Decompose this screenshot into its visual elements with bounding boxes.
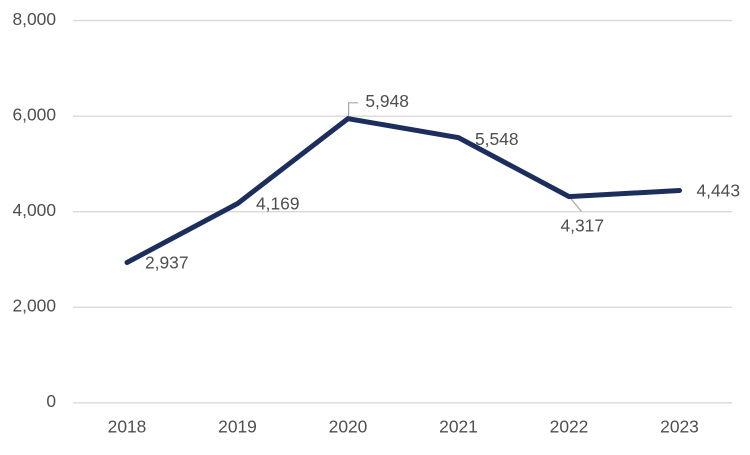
svg-text:4,317: 4,317 bbox=[561, 216, 605, 236]
svg-text:5,548: 5,548 bbox=[475, 129, 519, 149]
svg-text:4,169: 4,169 bbox=[256, 193, 300, 213]
svg-text:2023: 2023 bbox=[660, 417, 699, 437]
svg-text:0: 0 bbox=[46, 391, 56, 411]
svg-text:8,000: 8,000 bbox=[12, 9, 56, 29]
svg-text:2018: 2018 bbox=[108, 417, 147, 437]
svg-text:2021: 2021 bbox=[439, 417, 478, 437]
svg-text:2,000: 2,000 bbox=[12, 296, 56, 316]
svg-text:6,000: 6,000 bbox=[12, 105, 56, 125]
svg-text:2,937: 2,937 bbox=[145, 252, 189, 272]
svg-text:4,443: 4,443 bbox=[697, 180, 741, 200]
svg-text:2019: 2019 bbox=[218, 417, 257, 437]
svg-text:2020: 2020 bbox=[329, 417, 368, 437]
svg-text:5,948: 5,948 bbox=[365, 91, 409, 111]
svg-text:2022: 2022 bbox=[550, 417, 589, 437]
svg-text:4,000: 4,000 bbox=[12, 200, 56, 220]
